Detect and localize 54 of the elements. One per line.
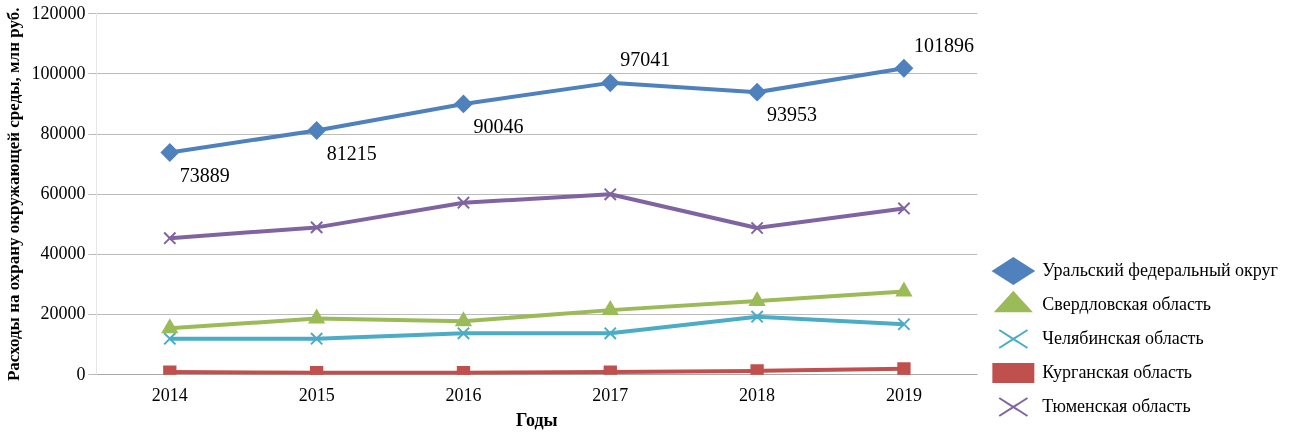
point — [601, 73, 620, 92]
data-label: 101896 — [913, 33, 974, 56]
y-tick-label: 80000 — [40, 122, 86, 143]
point — [307, 121, 326, 140]
point — [749, 292, 766, 307]
legend-label: Уральский федеральный округ — [1042, 259, 1278, 280]
point — [163, 231, 177, 245]
point — [456, 196, 471, 210]
legend-label: Челябинская область — [1042, 327, 1204, 348]
y-tick-label: 120000 — [31, 2, 86, 23]
point — [454, 94, 473, 113]
x-axis-title: Годы — [516, 409, 558, 430]
point — [896, 282, 912, 297]
point — [161, 319, 178, 334]
point — [603, 365, 617, 375]
legend-label: Тюменская область — [1042, 395, 1191, 416]
x-tick-label: 2019 — [885, 385, 922, 406]
y-axis-title: Расходы на охрану окружающей среды, млн руб. — [3, 7, 23, 382]
y-tick-label: 40000 — [40, 243, 86, 264]
point — [309, 220, 324, 235]
x-tick-label: 2014 — [151, 385, 188, 406]
point — [750, 221, 764, 235]
y-tick-label: 20000 — [40, 303, 86, 324]
data-label: 81215 — [326, 141, 377, 164]
point — [163, 332, 177, 346]
x-tick-label: 2015 — [298, 385, 335, 406]
data-label: 93953 — [767, 103, 818, 126]
point — [602, 301, 619, 316]
data-label: 73889 — [179, 163, 230, 186]
point — [750, 310, 764, 324]
point — [897, 317, 911, 331]
x-tick-label: 2016 — [445, 385, 482, 406]
point — [160, 143, 179, 162]
point — [308, 309, 325, 324]
point — [309, 332, 324, 346]
x-tick-label: 2017 — [592, 385, 629, 406]
point — [748, 83, 767, 102]
y-tick-label: 100000 — [31, 62, 86, 83]
point — [897, 201, 911, 216]
legend-label: Свердловская область — [1042, 293, 1212, 314]
point — [750, 364, 764, 375]
y-tick-label: 0 — [76, 363, 86, 384]
legend-label: Курганская область — [1042, 361, 1192, 382]
point — [455, 312, 472, 327]
x-tick-label: 2018 — [739, 385, 776, 406]
point — [894, 59, 913, 78]
y-tick-label: 60000 — [40, 183, 86, 204]
point — [163, 365, 177, 375]
data-label: 90046 — [473, 115, 524, 138]
point — [456, 326, 471, 340]
point — [897, 362, 911, 375]
point — [603, 187, 617, 201]
point — [603, 326, 617, 340]
data-label: 97041 — [620, 48, 671, 71]
